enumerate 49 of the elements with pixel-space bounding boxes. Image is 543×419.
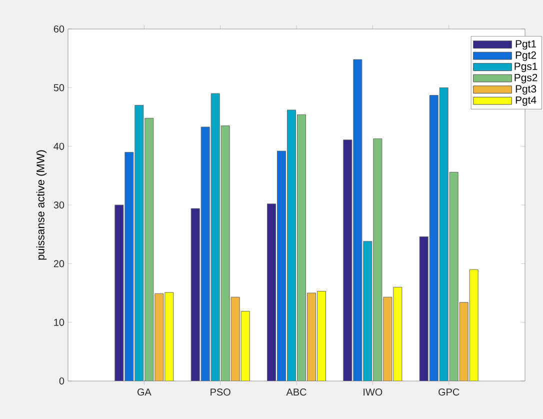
legend-label: Pgt1 (516, 40, 536, 50)
bar (220, 126, 230, 381)
bar (307, 292, 316, 381)
bar (297, 114, 306, 381)
bar (164, 292, 174, 381)
bar (353, 59, 362, 381)
bar (144, 118, 154, 381)
bar (469, 269, 478, 381)
bar (429, 95, 438, 381)
bar (449, 172, 458, 381)
x-tick-label: GA (137, 388, 152, 396)
y-tick-label: 50 (54, 84, 64, 92)
y-tick-label: 30 (54, 201, 64, 209)
bar (267, 204, 276, 381)
bar (154, 293, 164, 381)
y-tick-label: 20 (54, 260, 64, 268)
bar (210, 93, 220, 381)
legend-label: Pgt3 (516, 85, 536, 95)
bar (190, 208, 200, 381)
legend-label: Pgt2 (516, 51, 536, 61)
y-tick-label: 60 (54, 25, 64, 33)
bar (287, 110, 296, 381)
x-tick-label: PSO (210, 388, 230, 396)
bar (373, 138, 382, 381)
bar (240, 310, 250, 381)
legend-label: Pgs2 (514, 74, 538, 84)
bar (317, 290, 326, 381)
x-tick-label: IWO (364, 388, 382, 396)
bar (124, 152, 134, 381)
x-tick-label: GPC (438, 388, 460, 396)
y-tick-label: 10 (54, 318, 64, 326)
y-axis-title: puissanse active (MW) (36, 150, 47, 260)
bar (343, 140, 352, 381)
bar (134, 105, 144, 381)
legend-label: Pgs1 (514, 62, 538, 72)
bar (383, 297, 392, 381)
bar (277, 150, 286, 381)
bar (114, 204, 124, 381)
bar (419, 236, 428, 381)
bar (200, 126, 210, 381)
x-tick-label: ABC (286, 388, 306, 396)
bar (363, 241, 372, 381)
bar (393, 286, 402, 381)
bar (439, 87, 448, 381)
y-tick-label: 0 (59, 377, 64, 385)
y-tick-label: 40 (54, 142, 64, 150)
bar (459, 302, 468, 381)
bar (230, 296, 240, 381)
legend-label: Pgt4 (516, 96, 536, 106)
